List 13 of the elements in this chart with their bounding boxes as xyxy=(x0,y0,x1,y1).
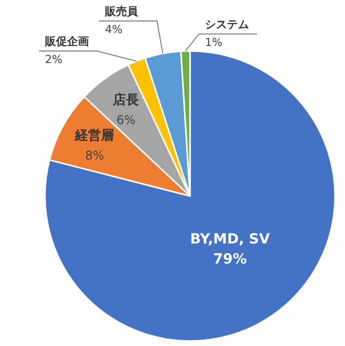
slice-label: 店長 xyxy=(112,92,140,108)
slice-label: 経営層 xyxy=(74,128,114,144)
slice-label: 販促企画 xyxy=(44,35,89,48)
pie-slice xyxy=(44,50,336,342)
slice-label: システム xyxy=(205,18,249,31)
data-label: 8% xyxy=(85,148,104,163)
data-label: 1% xyxy=(205,36,222,49)
slice-label: 販売員 xyxy=(104,5,139,18)
data-label: 6% xyxy=(116,113,136,128)
data-label: 4% xyxy=(105,23,122,36)
data-label: 79% xyxy=(213,252,247,268)
slice-label: BY,MD, SV xyxy=(190,232,270,248)
data-label: 2% xyxy=(45,53,62,66)
